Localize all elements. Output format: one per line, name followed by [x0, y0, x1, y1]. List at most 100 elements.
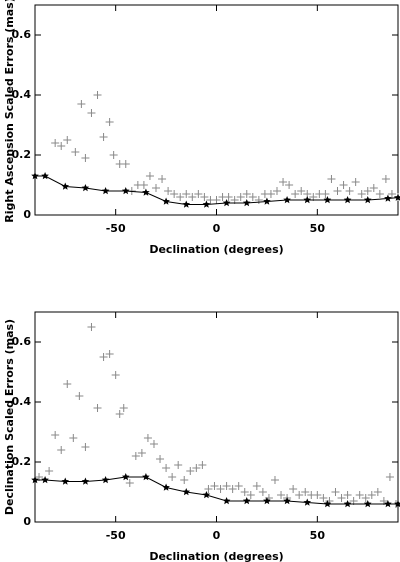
plus-marker — [248, 193, 257, 201]
plus-marker — [210, 482, 219, 490]
plus-marker — [321, 190, 330, 198]
plus-marker — [57, 142, 66, 150]
plus-marker — [327, 175, 336, 183]
plus-marker — [373, 488, 382, 496]
plus-marker — [158, 175, 167, 183]
star-marker — [343, 196, 352, 204]
plus-marker — [337, 494, 346, 502]
plus-marker — [105, 350, 114, 358]
plus-marker — [93, 404, 102, 412]
plus-marker — [186, 467, 195, 475]
plus-marker — [81, 154, 90, 162]
plus-marker — [242, 190, 251, 198]
plus-marker — [99, 133, 108, 141]
plus-marker — [139, 181, 148, 189]
y-axis-label: Declination Scaled Errors (mas) — [3, 319, 16, 515]
plus-marker — [194, 190, 203, 198]
plus-marker — [143, 434, 152, 442]
star-marker — [101, 187, 110, 195]
star-marker — [202, 200, 211, 208]
plus-marker — [109, 151, 118, 159]
plus-marker — [228, 485, 237, 493]
plus-marker — [355, 491, 364, 499]
plus-marker — [289, 485, 298, 493]
plus-marker — [87, 323, 96, 331]
star-marker — [363, 500, 372, 508]
plus-marker — [357, 190, 366, 198]
plus-marker — [63, 136, 72, 144]
plus-marker — [277, 491, 286, 499]
plus-marker — [270, 476, 279, 484]
star-marker — [384, 500, 392, 508]
x-axis-label: Declination (degrees) — [149, 243, 283, 256]
star-marker — [283, 196, 291, 204]
plus-marker — [168, 473, 177, 481]
plus-marker — [291, 190, 300, 198]
plus-marker — [137, 449, 146, 457]
plus-marker — [162, 464, 171, 472]
plus-marker — [180, 476, 189, 484]
star-marker — [303, 498, 312, 506]
star-marker — [242, 497, 251, 505]
x-tick-label: 50 — [310, 529, 326, 542]
series-line — [35, 476, 398, 505]
plus-marker — [182, 190, 191, 198]
y-tick-label: 0 — [23, 515, 31, 528]
plus-marker — [234, 482, 243, 490]
plus-marker — [301, 488, 310, 496]
star-marker — [202, 491, 211, 499]
star-marker — [41, 172, 49, 180]
plus-marker — [152, 184, 160, 192]
star-marker — [41, 476, 49, 484]
star-marker — [61, 182, 70, 190]
plus-marker — [333, 187, 342, 195]
star-marker — [363, 196, 372, 204]
plus-marker — [77, 100, 86, 108]
y-tick-label: 0.6 — [12, 335, 32, 348]
plus-marker — [131, 452, 140, 460]
plus-marker — [69, 434, 78, 442]
plus-marker — [192, 464, 201, 472]
plus-marker — [375, 190, 384, 198]
plus-marker — [222, 482, 231, 490]
plus-marker — [119, 404, 128, 412]
plus-marker — [273, 187, 281, 195]
plus-marker — [345, 187, 354, 195]
plus-marker — [198, 461, 207, 469]
star-marker — [323, 196, 332, 204]
star-marker — [394, 500, 400, 508]
plus-marker — [240, 488, 249, 496]
plus-marker — [81, 443, 90, 451]
x-tick-label: 0 — [213, 222, 221, 235]
plus-marker — [246, 491, 255, 499]
plus-marker — [313, 491, 322, 499]
plus-marker — [87, 109, 96, 117]
star-marker — [81, 477, 90, 485]
star-marker — [384, 194, 392, 202]
plus-marker — [145, 172, 154, 180]
plus-marker — [51, 139, 60, 147]
y-tick-label: 0.6 — [12, 28, 32, 41]
x-axis-label: Declination (degrees) — [149, 550, 283, 562]
plus-marker — [339, 181, 348, 189]
plus-marker — [45, 467, 54, 475]
star-marker — [142, 473, 150, 481]
plus-marker — [93, 91, 102, 99]
plus-marker — [149, 440, 158, 448]
plus-marker — [200, 193, 209, 201]
plus-marker — [176, 193, 185, 201]
plus-marker — [367, 491, 376, 499]
plot-frame — [34, 311, 399, 523]
plus-marker — [174, 461, 183, 469]
star-marker — [283, 497, 291, 505]
plus-marker — [361, 494, 370, 502]
plus-marker — [254, 196, 263, 204]
star-marker — [303, 196, 312, 204]
plus-marker — [63, 380, 72, 388]
star-marker — [31, 172, 39, 180]
y-tick-label: 0.4 — [12, 395, 32, 408]
y-tick-label: 0 — [23, 208, 31, 221]
star-marker — [61, 477, 70, 485]
star-marker — [263, 497, 271, 505]
